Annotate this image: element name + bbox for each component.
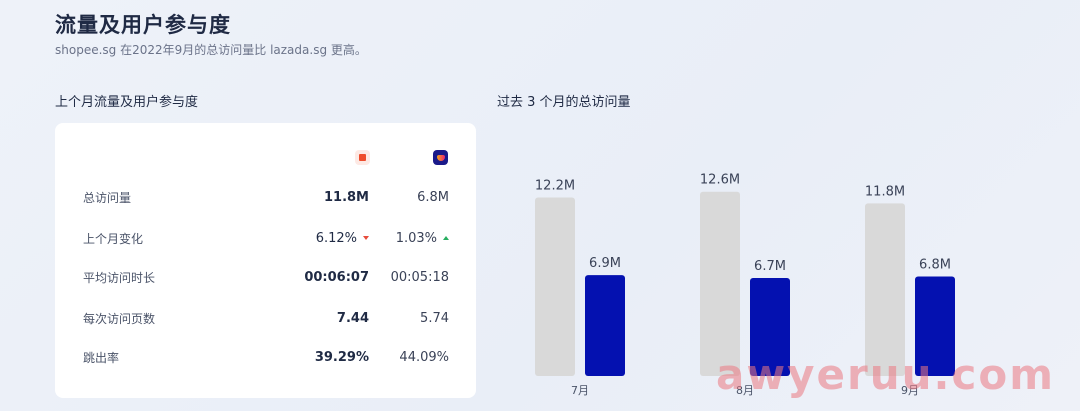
lazada-value: 00:05:18 [390, 269, 449, 285]
shopee-value-cell: 6.12% [316, 231, 369, 246]
shopee-value: 11.8M [323, 189, 369, 205]
lazada-value: 44.09% [399, 349, 449, 365]
lazada-logo-icon [433, 150, 448, 165]
bar-chart-svg: 12.2M 6.9M 7月 12.6M 6.7M 8月 11.8M 6.8M 9月 [535, 173, 955, 397]
lazada-value: 1.03% [395, 230, 437, 246]
x-tick-label: 9月 [901, 384, 919, 397]
row-label: 总访问量 [83, 190, 132, 205]
data-label: 6.8M [919, 258, 951, 273]
section-title-engagement: 上个月流量及用户参与度 [55, 95, 199, 110]
trend-down-icon [363, 236, 369, 240]
data-label: 6.9M [589, 256, 621, 271]
page-title: 流量及用户参与度 [55, 13, 231, 37]
table-row-monthly-change: 上个月变化 6.12% 1.03% [83, 228, 449, 248]
data-label: 6.7M [754, 259, 786, 274]
shopee-value: 7.44 [336, 310, 369, 326]
data-label: 12.6M [700, 173, 740, 188]
lazada-value-cell: 1.03% [396, 231, 449, 246]
watermark: awyeruu.com [716, 350, 1055, 399]
bar-7月-series-0 [535, 197, 575, 376]
row-label: 平均访问时长 [83, 270, 156, 285]
visits-bar-chart: 12.2M 6.9M 7月 12.6M 6.7M 8月 11.8M 6.8M 9月 [497, 123, 1057, 408]
lazada-value: 5.74 [420, 310, 449, 326]
lazada-value: 6.8M [417, 189, 449, 205]
table-row-pages-per-visit: 每次访问页数 7.44 5.74 [83, 308, 449, 328]
table-row-bounce-rate: 跳出率 39.29% 44.09% [83, 347, 449, 367]
data-label: 11.8M [865, 184, 905, 199]
x-tick-label: 8月 [736, 384, 754, 397]
page-subtitle: shopee.sg 在2022年9月的总访问量比 lazada.sg 更高。 [55, 43, 367, 57]
table-row-total-visits: 总访问量 11.8M 6.8M [83, 187, 449, 207]
data-label: 12.2M [535, 179, 575, 194]
bar-9月-series-1 [915, 276, 955, 376]
row-label: 每次访问页数 [83, 311, 156, 326]
engagement-card: 总访问量 11.8M 6.8M 上个月变化 6.12% 1.03% 平均访问时长… [55, 123, 476, 398]
row-label: 跳出率 [83, 350, 120, 365]
bar-8月-series-0 [700, 191, 740, 376]
bar-7月-series-1 [585, 275, 625, 376]
shopee-logo-icon [355, 150, 370, 165]
row-label: 上个月变化 [83, 231, 144, 246]
shopee-value: 39.29% [314, 349, 369, 365]
x-tick-label: 7月 [571, 384, 589, 397]
shopee-value: 6.12% [315, 230, 357, 246]
shopee-value: 00:06:07 [304, 269, 369, 285]
bar-9月-series-0 [865, 203, 905, 376]
trend-up-icon [443, 236, 449, 240]
section-title-visits: 过去 3 个月的总访问量 [497, 95, 631, 110]
table-row-avg-duration: 平均访问时长 00:06:07 00:05:18 [83, 267, 449, 287]
bar-8月-series-1 [750, 278, 790, 376]
